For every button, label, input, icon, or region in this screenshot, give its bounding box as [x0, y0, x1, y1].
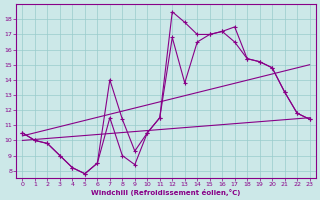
X-axis label: Windchill (Refroidissement éolien,°C): Windchill (Refroidissement éolien,°C) — [91, 189, 241, 196]
